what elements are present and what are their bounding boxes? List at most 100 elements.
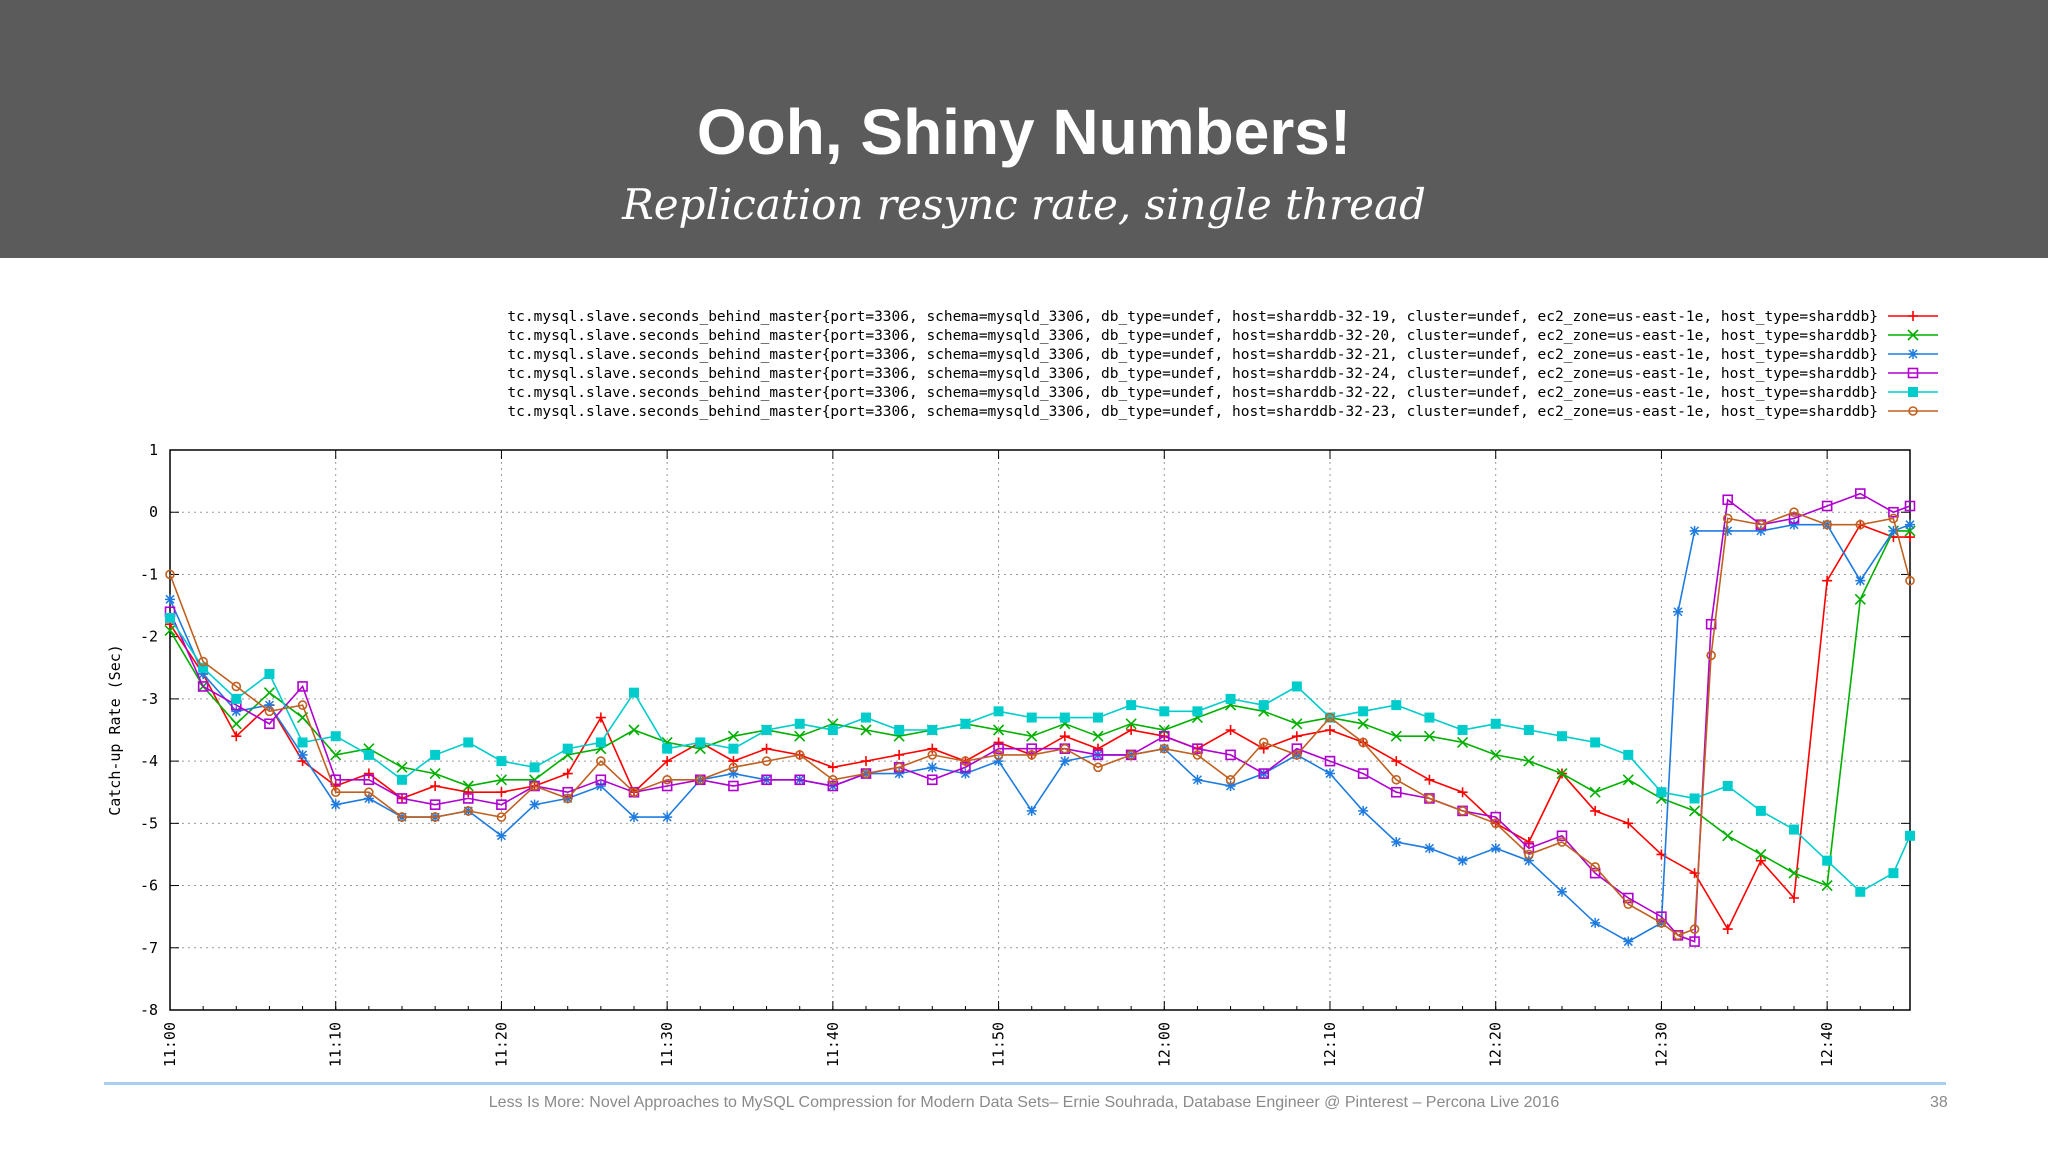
data-point <box>1158 724 1170 736</box>
y-tick-label: -4 <box>140 752 158 770</box>
data-point <box>1424 793 1435 804</box>
data-point <box>1590 737 1601 748</box>
data-point <box>198 669 209 679</box>
data-point <box>993 750 1004 760</box>
data-point <box>728 743 739 754</box>
data-point <box>1192 743 1203 754</box>
data-point <box>1126 750 1136 760</box>
data-point <box>794 730 806 742</box>
data-point <box>397 812 407 822</box>
data-point <box>562 768 573 779</box>
data-point <box>462 780 474 792</box>
data-point <box>894 768 905 779</box>
legend-entry-label: tc.mysql.slave.seconds_behind_master{por… <box>507 366 1878 382</box>
data-point <box>629 787 639 798</box>
data-point <box>1556 767 1568 780</box>
data-point <box>993 743 1004 754</box>
data-point <box>429 767 441 780</box>
chart: 1 0 -1 -2 -3 -4 -5 -6 -7 -811:00 11:10 11:20 11:30 11… <box>106 309 1938 1067</box>
data-point <box>1357 718 1369 730</box>
data-point <box>695 774 706 785</box>
data-point <box>1225 774 1236 785</box>
y-tick-label: 1 <box>149 441 158 459</box>
data-point <box>1722 924 1733 935</box>
data-point <box>794 774 806 786</box>
data-point <box>1789 507 1799 518</box>
series-line <box>169 617 1911 893</box>
data-point <box>1159 706 1170 717</box>
data-point <box>1556 830 1568 842</box>
data-point <box>1423 730 1435 742</box>
data-point <box>1358 805 1369 816</box>
data-point <box>1126 700 1137 711</box>
data-point <box>330 799 341 810</box>
data-point <box>1325 712 1335 723</box>
legend-entry-label: tc.mysql.slave.seconds_behind_master{por… <box>507 347 1878 363</box>
legend-entry-label: tc.mysql.slave.seconds_behind_master{por… <box>507 309 1878 325</box>
data-point <box>1192 750 1203 760</box>
data-point <box>562 793 573 804</box>
x-tick-label: 12:20 <box>1487 1022 1505 1067</box>
data-point <box>231 693 242 704</box>
data-point <box>761 725 772 735</box>
data-point <box>1905 575 1915 586</box>
data-point <box>1822 855 1833 866</box>
data-point <box>264 669 275 679</box>
data-point <box>495 774 507 786</box>
data-point <box>462 793 474 804</box>
data-point <box>1904 500 1916 512</box>
data-point <box>1623 899 1634 910</box>
data-point <box>1391 756 1402 767</box>
data-point <box>827 762 838 773</box>
data-point <box>330 731 341 742</box>
data-point <box>429 799 441 810</box>
data-point <box>1523 837 1534 847</box>
data-point <box>1722 830 1734 842</box>
series-5 <box>165 613 1915 897</box>
data-point <box>297 749 308 760</box>
data-point <box>1093 712 1103 723</box>
data-point <box>861 712 871 723</box>
slide-header <box>0 0 2048 258</box>
x-tick-label: 11:40 <box>824 1022 842 1067</box>
data-point <box>1656 787 1667 798</box>
data-point <box>198 662 209 673</box>
data-point <box>231 731 242 742</box>
data-point <box>1225 725 1236 735</box>
data-point <box>727 730 739 742</box>
data-point <box>1755 525 1766 536</box>
y-tick-label: -2 <box>140 628 158 646</box>
data-point <box>960 768 971 779</box>
data-point <box>1907 367 1919 379</box>
data-point <box>1905 532 1915 543</box>
data-point <box>993 706 1004 717</box>
data-point <box>960 762 971 773</box>
data-point <box>1059 731 1070 742</box>
data-point <box>1490 811 1502 823</box>
data-point <box>1192 774 1203 785</box>
data-point <box>1026 750 1037 760</box>
data-point <box>1722 781 1733 791</box>
data-point <box>496 787 507 798</box>
data-point <box>430 781 441 791</box>
y-tick-label: -1 <box>140 565 158 583</box>
data-point <box>1755 848 1767 861</box>
data-point <box>1457 855 1468 866</box>
data-point <box>1722 494 1734 506</box>
x-tick-label: 12:40 <box>1818 1022 1836 1067</box>
x-tick-label: 12:10 <box>1321 1022 1339 1067</box>
data-point <box>397 774 407 785</box>
data-point <box>1325 725 1335 735</box>
data-point <box>993 737 1004 748</box>
data-point <box>1756 519 1766 530</box>
data-point <box>1291 718 1303 730</box>
slide-subtitle: Replication resync rate, single thread <box>622 180 1426 229</box>
data-point <box>463 806 474 816</box>
data-point <box>1557 886 1567 897</box>
x-tick-label: 11:10 <box>327 1022 345 1067</box>
data-point <box>363 749 374 760</box>
data-point <box>197 681 209 692</box>
data-point <box>1822 519 1832 530</box>
data-point <box>1689 805 1701 817</box>
x-tick-label: 11:30 <box>658 1022 676 1067</box>
